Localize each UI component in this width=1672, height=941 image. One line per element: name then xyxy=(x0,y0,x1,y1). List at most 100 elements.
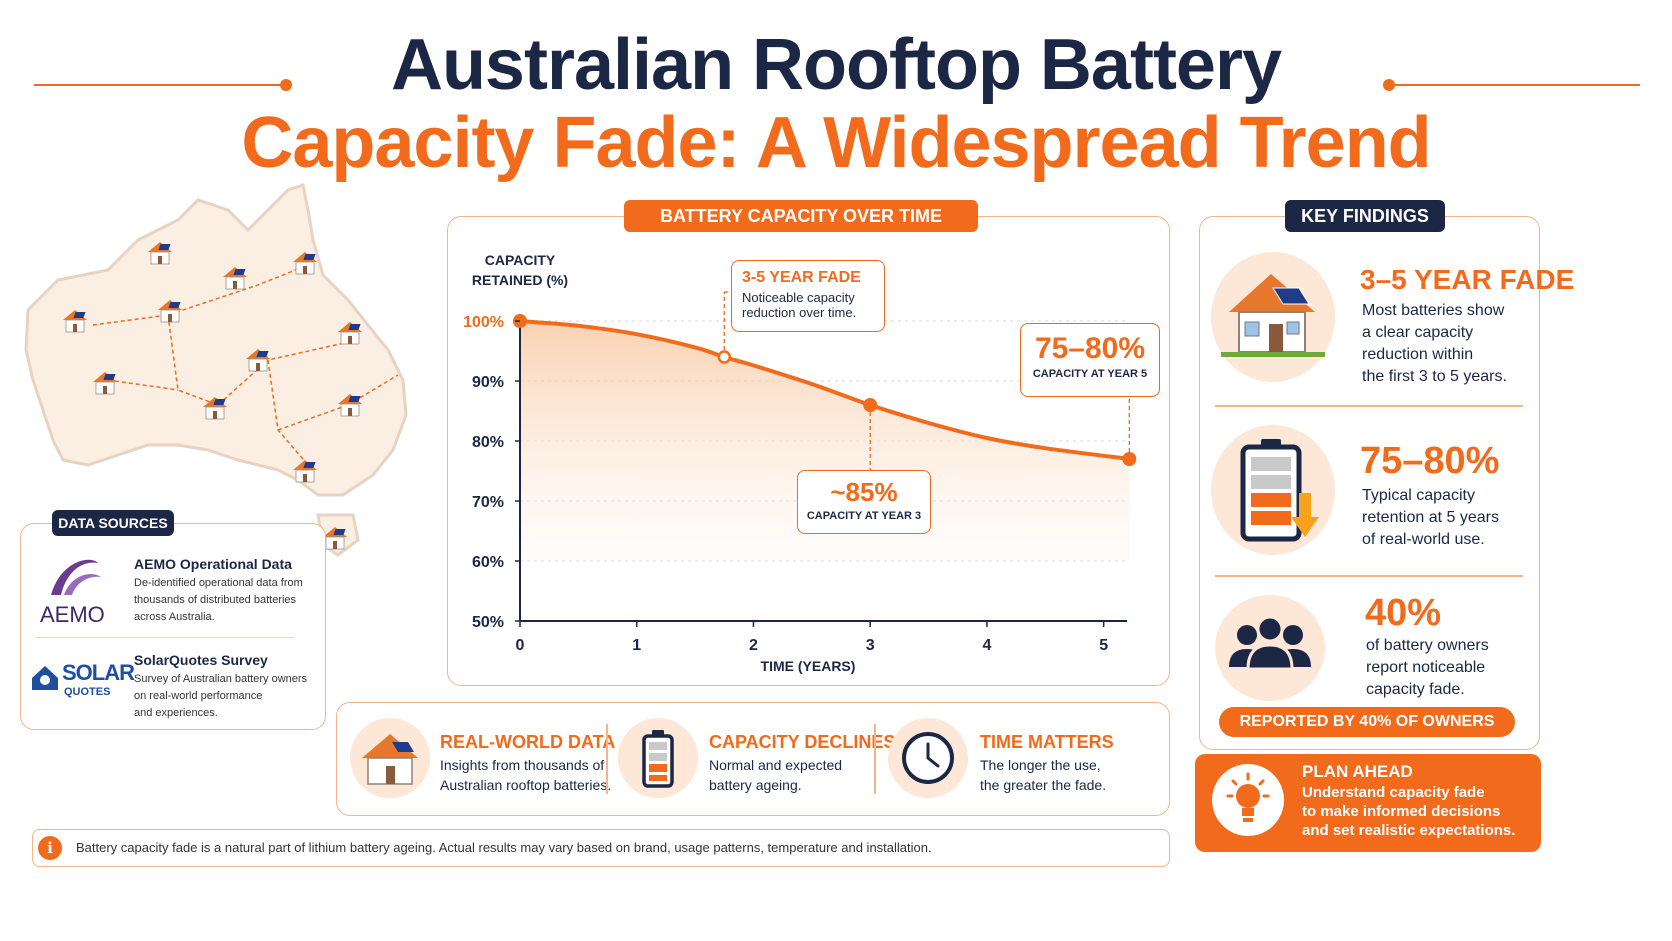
kf-text-line: a clear capacity xyxy=(1362,324,1474,341)
summary-strip xyxy=(336,702,1170,816)
data-sources-header: DATA SOURCES xyxy=(52,510,174,536)
strip-text-3: The longer the use, the greater the fade… xyxy=(980,755,1106,795)
capacity-line xyxy=(518,319,1132,461)
strip-text-line: battery ageing. xyxy=(709,777,802,793)
y-axis-label-line: CAPACITY xyxy=(484,252,556,268)
kf-text-line: Typical capacity xyxy=(1362,487,1475,504)
callout-fade: 3-5 YEAR FADE Noticeable capacity reduct… xyxy=(731,260,885,332)
callout-fade-title: 3-5 YEAR FADE xyxy=(742,269,861,286)
title-line-1: Australian Rooftop Battery xyxy=(390,25,1282,105)
kf-big-1: 3–5 YEAR FADE xyxy=(1360,264,1575,295)
title-deco-line-left xyxy=(34,84,284,86)
footnote-bar xyxy=(32,829,1170,867)
plan-ahead-line: and set realistic expectations. xyxy=(1302,822,1516,839)
y-axis-label: CAPACITY RETAINED (%) xyxy=(465,250,575,290)
plan-ahead-line: to make informed decisions xyxy=(1302,803,1501,820)
x-tick-label: 5 xyxy=(1099,637,1108,654)
y-tick-label: 100% xyxy=(463,314,504,331)
source-text-sq-line: on real-world performance xyxy=(134,690,263,702)
y-tick-label: 80% xyxy=(472,434,504,451)
x-tick-label: 4 xyxy=(982,637,991,654)
kf-icon-house xyxy=(1211,252,1335,382)
strip-title-1: REAL-WORLD DATA xyxy=(440,732,616,752)
aemo-swoosh-icon xyxy=(51,559,101,595)
solarquotes-house-icon xyxy=(32,666,58,690)
strip-text-line: The longer the use, xyxy=(980,757,1101,773)
strip-text-line: Insights from thousands of xyxy=(440,757,605,773)
x-tick-label: 2 xyxy=(749,637,758,654)
callout-fade-line: reduction over time. xyxy=(742,305,857,320)
y-axis-label-line: RETAINED (%) xyxy=(471,272,569,288)
title-deco-dot-right xyxy=(1383,79,1395,91)
data-point-marker xyxy=(1122,452,1137,466)
callout-year5-value: 75–80% xyxy=(1034,332,1146,365)
source-title-aemo: AEMO Operational Data xyxy=(134,556,292,572)
plan-ahead-title: PLAN AHEAD xyxy=(1302,762,1413,781)
battery-icon xyxy=(642,730,674,788)
kf-big-3: 40% xyxy=(1365,592,1442,634)
strip-title-2: CAPACITY DECLINES xyxy=(709,732,896,752)
strip-icon-battery xyxy=(618,718,698,798)
strip-text-1: Insights from thousands of Australian ro… xyxy=(440,755,611,795)
x-tick-label: 0 xyxy=(516,637,525,654)
kf-separator xyxy=(1215,405,1523,407)
kf-text-line: report noticeable xyxy=(1366,659,1486,676)
aemo-logo-text: AEMO xyxy=(40,602,105,627)
aemo-logo: AEMO xyxy=(36,555,116,627)
plan-ahead-line: Understand capacity fade xyxy=(1302,784,1485,801)
strip-title-3: TIME MATTERS xyxy=(980,732,1114,752)
australia-map xyxy=(24,183,408,557)
source-text-aemo-line: across Australia. xyxy=(134,611,215,623)
source-text-sq-line: and experiences. xyxy=(134,707,218,719)
strip-text-line: Australian rooftop batteries. xyxy=(440,777,612,793)
y-tick-label: 50% xyxy=(472,614,504,631)
title-deco-line-right xyxy=(1390,84,1640,86)
info-icon: i xyxy=(38,836,62,860)
footnote-text: Battery capacity fade is a natural part … xyxy=(76,840,932,855)
reported-badge: REPORTED BY 40% OF OWNERS xyxy=(1219,707,1515,737)
y-tick-label: 90% xyxy=(472,374,504,391)
source-text-aemo-line: De-identified operational data from xyxy=(134,577,303,589)
y-tick-label: 60% xyxy=(472,554,504,571)
source-text-aemo: De-identified operational data from thou… xyxy=(134,575,303,626)
house-solar-icon xyxy=(362,734,418,785)
battery-down-icon xyxy=(1240,439,1319,542)
source-text-solarquotes: Survey of Australian battery owners on r… xyxy=(134,671,307,722)
source-text-aemo-line: thousands of distributed batteries xyxy=(134,594,297,606)
solarquotes-logo: SOLAR QUOTES xyxy=(30,658,135,704)
kf-text-1: Most batteries show a clear capacity red… xyxy=(1362,300,1507,388)
solarquotes-logo-bottom: QUOTES xyxy=(64,686,111,698)
strip-icon-house xyxy=(350,718,430,798)
kf-text-line: of battery owners xyxy=(1366,637,1489,654)
source-divider xyxy=(36,637,294,638)
capacity-area xyxy=(520,321,1130,561)
callout-fade-line: Noticeable capacity xyxy=(742,290,855,305)
key-findings-header: KEY FINDINGS xyxy=(1285,200,1445,232)
y-tick-label: 70% xyxy=(472,494,504,511)
source-text-sq-line: Survey of Australian battery owners xyxy=(134,673,308,685)
title-deco-dot-left xyxy=(280,79,292,91)
kf-text-2: Typical capacity retention at 5 years of… xyxy=(1362,485,1499,551)
callout-year3: ~85% CAPACITY AT YEAR 3 xyxy=(797,470,931,534)
clock-icon xyxy=(902,732,954,784)
house-solar-icon xyxy=(1221,274,1325,357)
kf-text-line: capacity fade. xyxy=(1366,681,1465,698)
kf-separator xyxy=(1215,575,1523,577)
strip-divider xyxy=(606,724,608,794)
kf-text-3: of battery owners report noticeable capa… xyxy=(1366,635,1489,701)
title-line-2: Capacity Fade: A Widespread Trend xyxy=(241,103,1431,183)
kf-text-line: the first 3 to 5 years. xyxy=(1362,368,1507,385)
x-tick-label: 1 xyxy=(632,637,641,654)
strip-text-2: Normal and expected battery ageing. xyxy=(709,755,842,795)
lightbulb-icon xyxy=(1226,772,1270,822)
callout-year5: 75–80% CAPACITY AT YEAR 5 xyxy=(1020,323,1160,397)
kf-text-line: Most batteries show xyxy=(1362,302,1505,319)
callout-year5-label: CAPACITY AT YEAR 5 xyxy=(1032,368,1148,380)
strip-divider xyxy=(874,724,876,794)
plan-ahead-icon-circle xyxy=(1212,764,1284,836)
kf-text-line: reduction within xyxy=(1362,346,1474,363)
kf-icon-people xyxy=(1215,595,1325,701)
data-point-marker xyxy=(717,350,732,364)
kf-text-line: of real-world use. xyxy=(1362,531,1485,548)
data-point-marker xyxy=(863,398,878,412)
